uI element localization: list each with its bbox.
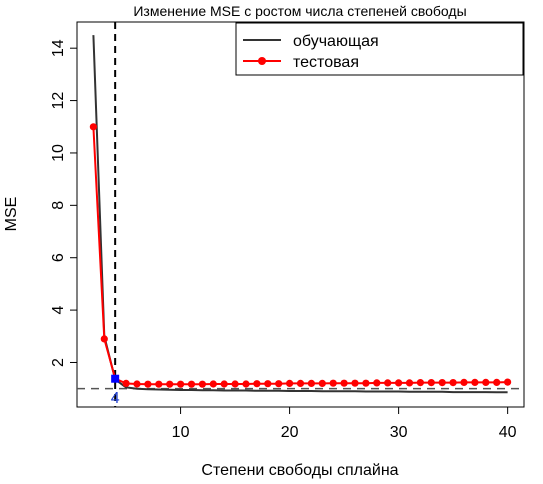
y-tick-label: 8	[50, 201, 67, 210]
y-tick-label: 6	[50, 253, 67, 262]
test-point	[307, 379, 315, 387]
test-point	[416, 379, 424, 387]
plot-frame	[76, 21, 525, 408]
x-axis: 10 20 30 40	[172, 407, 517, 441]
test-point	[471, 378, 479, 386]
test-point	[220, 380, 228, 388]
series-line-train	[92, 35, 508, 394]
test-point	[362, 379, 370, 387]
legend-label-train: обучающая	[293, 33, 379, 50]
test-point	[482, 378, 490, 386]
y-axis-label: MSE	[3, 197, 20, 232]
test-point	[460, 378, 468, 386]
x-axis-label: Степени свободы сплайна	[201, 462, 398, 479]
y-tick-label: 14	[50, 39, 67, 57]
series-group: 4	[89, 35, 512, 407]
test-point	[384, 379, 392, 387]
test-point	[122, 379, 130, 387]
test-point	[405, 379, 414, 387]
test-point	[296, 379, 305, 387]
y-tick-label: 12	[50, 92, 67, 110]
test-point	[253, 380, 261, 388]
test-point	[177, 380, 185, 388]
x-tick-label: 10	[172, 424, 190, 441]
test-point	[504, 378, 512, 386]
legend-marker-test	[258, 57, 266, 65]
test-point	[242, 380, 250, 388]
x-tick-label: 40	[499, 424, 517, 441]
test-point	[329, 379, 337, 387]
test-point	[493, 378, 501, 386]
chart-title: Изменение MSE с ростом числа степеней св…	[133, 3, 466, 19]
test-point	[340, 379, 348, 387]
test-point	[155, 380, 163, 388]
test-point	[427, 379, 435, 387]
test-point	[89, 123, 97, 131]
test-point	[373, 379, 381, 387]
y-tick-label: 10	[50, 144, 67, 162]
test-point	[100, 335, 108, 343]
test-point	[286, 379, 294, 387]
x-tick-label: 20	[281, 424, 299, 441]
legend-label-test: тестовая	[293, 54, 359, 71]
test-point	[144, 380, 152, 388]
series-line-test	[92, 126, 508, 386]
optimum-label: 4	[111, 390, 120, 407]
test-point	[133, 380, 141, 388]
test-point	[351, 379, 359, 387]
y-tick-label: 2	[50, 358, 67, 367]
test-point	[198, 380, 206, 388]
y-tick-label: 4	[50, 306, 67, 315]
test-point	[449, 379, 457, 387]
reference-lines	[77, 22, 524, 407]
test-point	[209, 380, 217, 388]
y-axis: 2 4 6 8 10 12 14	[50, 39, 77, 367]
legend: обучающая тестовая	[235, 22, 524, 76]
optimum-marker	[111, 374, 120, 383]
test-point	[395, 379, 403, 387]
test-point	[318, 379, 326, 387]
test-point	[231, 380, 239, 388]
legend-box	[235, 22, 524, 76]
test-point	[264, 380, 272, 388]
test-point	[187, 380, 196, 388]
test-point	[166, 380, 174, 388]
x-tick-label: 30	[390, 424, 408, 441]
test-point	[438, 379, 446, 387]
test-point	[275, 380, 283, 388]
